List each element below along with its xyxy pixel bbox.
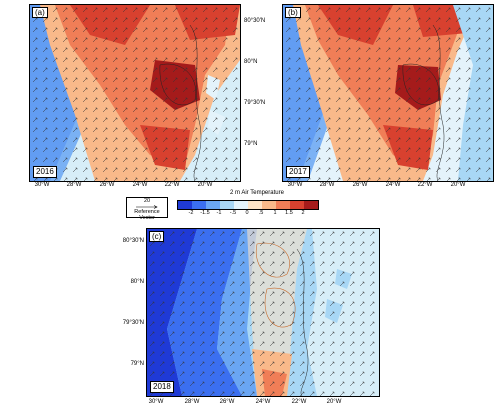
panel-a-label: (a) [32, 7, 48, 18]
colorbar-label: 2 [301, 210, 305, 216]
lon-tick: 30°W [34, 182, 50, 188]
lon-tick: 30°W [148, 399, 164, 405]
lon-tick: 22°W [164, 182, 180, 188]
panel-c-label: (c) [149, 231, 165, 242]
lat-tick: 79°30'N [122, 320, 144, 326]
colorbar-label: 1 [273, 210, 277, 216]
lon-tick: 24°W [255, 399, 271, 405]
map-b: (b) 2017 [282, 4, 494, 182]
lon-tick: 28°W [319, 182, 335, 188]
lon-tick: 28°W [184, 399, 200, 405]
colorbar-swatch [304, 201, 318, 209]
colorbar-swatch [192, 201, 206, 209]
colorbar-swatch [220, 201, 234, 209]
reference-vector-value: 20 [143, 198, 151, 204]
colorbar-swatch [262, 201, 276, 209]
lon-tick: 26°W [352, 182, 368, 188]
colorbar-swatch [276, 201, 290, 209]
lon-tick: 20°W [326, 399, 342, 405]
colorbar-label: 1.5 [285, 210, 293, 216]
lon-tick: 20°W [450, 182, 466, 188]
colorbar [177, 200, 319, 210]
lon-tick: 22°W [417, 182, 433, 188]
reference-vector-label: Reference Vector [134, 209, 160, 221]
lon-tick: 28°W [66, 182, 82, 188]
colorbar-swatch [248, 201, 262, 209]
map-a-field [30, 5, 240, 181]
lat-tick: 80°N [244, 59, 258, 65]
colorbar-swatch [178, 201, 192, 209]
colorbar-swatch [290, 201, 304, 209]
lat-tick: 80°N [130, 279, 144, 285]
map-a: (a) 2016 [29, 4, 241, 182]
map-c: (c) 2018 [146, 228, 380, 397]
colorbar-label: 0 [245, 210, 249, 216]
lat-tick: 80°30'N [244, 18, 266, 24]
colorbar-title: 2 m Air Temperature [230, 190, 284, 196]
colorbar-label: -2 [188, 210, 194, 216]
colorbar-swatch [234, 201, 248, 209]
lat-tick: 79°30'N [244, 100, 266, 106]
colorbar-label: -1 [216, 210, 222, 216]
reference-arrow-icon [136, 205, 158, 209]
lon-tick: 26°W [219, 399, 235, 405]
colorbar-label: -.5 [229, 210, 237, 216]
lon-tick: 26°W [99, 182, 115, 188]
lon-tick: 20°W [197, 182, 213, 188]
map-b-field [283, 5, 493, 181]
panel-b-year: 2017 [286, 166, 310, 178]
panel-b-label: (b) [285, 7, 301, 18]
panel-a-year: 2016 [33, 166, 57, 178]
lon-tick: 24°W [132, 182, 148, 188]
panel-c-year: 2018 [150, 381, 174, 393]
lat-tick: 80°30'N [122, 238, 144, 244]
map-c-field [147, 229, 379, 396]
lon-tick: 30°W [287, 182, 303, 188]
lat-tick: 79°N [244, 141, 258, 147]
colorbar-label: .5 [258, 210, 264, 216]
reference-vector-box: 20 Reference Vector [126, 197, 168, 221]
lon-tick: 22°W [291, 399, 307, 405]
lon-tick: 24°W [385, 182, 401, 188]
colorbar-swatch [206, 201, 220, 209]
colorbar-label: -1.5 [200, 210, 210, 216]
lat-tick: 79°N [130, 361, 144, 367]
